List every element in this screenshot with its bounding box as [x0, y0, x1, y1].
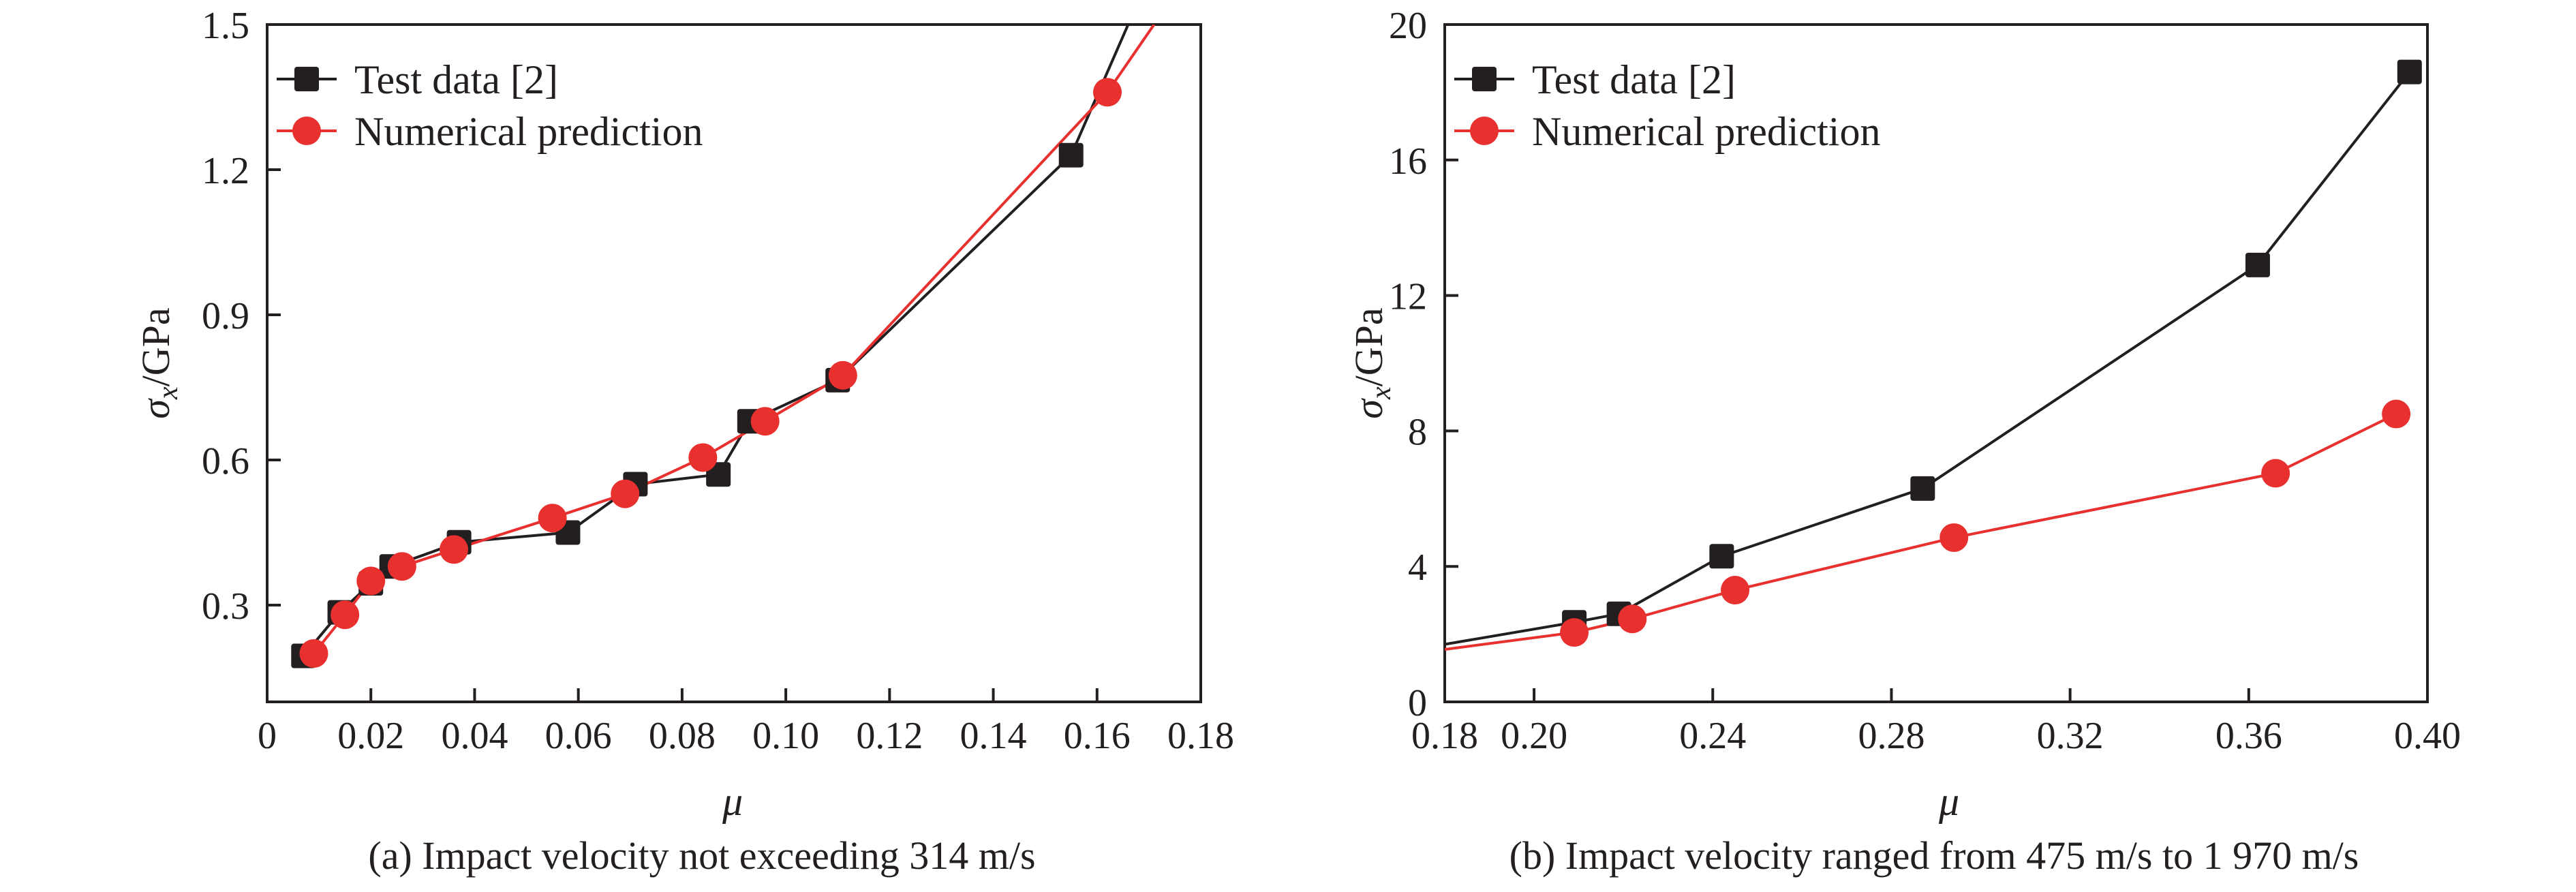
data-point-circle [538, 504, 567, 533]
y-tick-label: 8 [1408, 411, 1427, 453]
legend-marker-circle [292, 117, 321, 145]
y-axis-symbol: σ [134, 398, 178, 419]
x-tick-label: 0.14 [960, 715, 1027, 757]
y-axis-symbol: σ [1347, 398, 1391, 419]
plot-frame [266, 23, 1202, 703]
x-tick-label: 0.16 [1064, 715, 1131, 757]
data-point-circle [299, 639, 328, 668]
legend-label: Numerical prediction [1532, 109, 1880, 154]
y-tick-label: 0 [1408, 682, 1427, 724]
panel-caption: (b) Impact velocity ranged from 475 m/s … [1509, 833, 2359, 878]
panel-a: 0 0.02 0.04 0.06 0.08 0.10 0.12 0.14 0.16 0.18 0.3… [134, 5, 1234, 878]
legend-marker-square [294, 67, 319, 91]
data-point-circle [1618, 604, 1647, 634]
y-axis-title: σx/GPa [134, 307, 184, 418]
panel-caption: (a) Impact velocity not exceeding 314 m/… [368, 833, 1035, 878]
x-tick-label: 0.04 [441, 715, 508, 757]
data-point-circle [356, 566, 386, 596]
data-point-circle [828, 360, 857, 390]
data-point-circle [2261, 459, 2290, 488]
y-tick-label: 16 [1389, 140, 1427, 183]
data-point-circle [440, 535, 468, 564]
y-axis-subscript: x [153, 386, 184, 400]
data-point-circle [1721, 575, 1750, 604]
data-point-square [1709, 544, 1734, 569]
series-line-1 [1445, 412, 2397, 651]
y-axis-unit: /GPa [1347, 307, 1391, 386]
data-point-circle [331, 600, 360, 630]
x-tick-label: 0.28 [1858, 715, 1925, 757]
x-axis-title: μ [722, 779, 743, 824]
data-point-square [1058, 142, 1084, 168]
y-tick-label: 1.2 [202, 150, 249, 192]
x-tick-label: 0.02 [337, 715, 404, 757]
data-point-circle [2382, 399, 2411, 429]
data-point-square [1910, 476, 1935, 501]
y-tick-label: 20 [1389, 5, 1427, 47]
legend-label: Test data [2] [1532, 57, 1736, 102]
series-line-0 [1445, 71, 2411, 646]
legend-marker-square [1472, 67, 1497, 91]
data-point-square [2397, 59, 2422, 84]
x-tick-label: 0.20 [1501, 715, 1567, 757]
x-axis-title: μ [1938, 779, 1959, 824]
legend-label: Numerical prediction [354, 109, 703, 154]
y-tick-label: 12 [1389, 276, 1427, 318]
x-tick-label: 0.32 [2037, 715, 2104, 757]
data-point-circle [1093, 78, 1122, 107]
plot-frame [1443, 23, 2429, 703]
legend-marker-circle [1470, 117, 1499, 145]
data-point-circle [611, 479, 640, 508]
y-tick-label: 1.5 [202, 5, 249, 47]
y-tick-label: 0.9 [202, 295, 249, 337]
x-tick-label: 0.24 [1679, 715, 1746, 757]
x-tick-label: 0.18 [1167, 715, 1234, 757]
x-tick-label: 0.18 [1411, 715, 1478, 757]
x-tick-label: 0 [258, 715, 277, 757]
data-point-square [706, 462, 731, 487]
panel-b: 0.18 0.20 0.24 0.28 0.32 0.36 0.40 0 4 8 12 16 20 μ σx… [1347, 5, 2461, 878]
data-point-circle [688, 443, 718, 472]
x-tick-label: 0.36 [2215, 715, 2282, 757]
x-tick-label: 0.40 [2394, 715, 2461, 757]
y-axis-title: σx/GPa [1347, 307, 1397, 418]
data-point-circle [1939, 523, 1969, 552]
x-tick-label: 0.08 [649, 715, 716, 757]
y-tick-label: 0.3 [202, 585, 249, 628]
plot-area [1445, 71, 2411, 651]
x-tick-label: 0.10 [752, 715, 819, 757]
y-tick-label: 0.6 [202, 440, 249, 482]
legend-label: Test data [2] [354, 57, 558, 102]
data-point-square [2245, 252, 2270, 277]
data-point-circle [750, 407, 780, 436]
y-tick-label: 4 [1408, 547, 1427, 589]
x-tick-label: 0.12 [856, 715, 923, 757]
y-axis-subscript: x [1366, 386, 1397, 400]
x-tick-label: 0.06 [545, 715, 612, 757]
data-point-circle [1560, 618, 1589, 647]
data-point-circle [387, 552, 416, 581]
y-axis-unit: /GPa [134, 307, 178, 386]
